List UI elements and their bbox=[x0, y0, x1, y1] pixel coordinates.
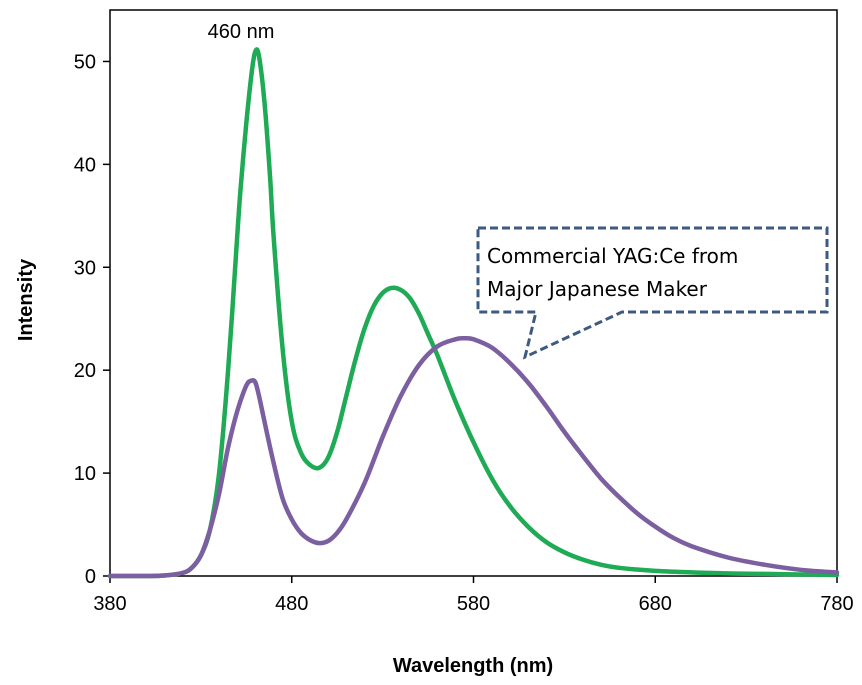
x-tick-label: 480 bbox=[275, 593, 308, 615]
x-tick-label: 680 bbox=[639, 593, 672, 615]
callout-line-2: Major Japanese Maker bbox=[487, 277, 708, 301]
callout-line-1: Commercial YAG:Ce from bbox=[487, 244, 738, 268]
x-tick-labels: 380 480 580 680 780 bbox=[93, 593, 853, 615]
y-tick-label: 30 bbox=[74, 257, 96, 279]
x-axis-title: Wavelength (nm) bbox=[393, 655, 553, 677]
y-tick-label: 20 bbox=[74, 360, 96, 382]
x-tick-label: 380 bbox=[93, 593, 126, 615]
series-line-purple bbox=[107, 335, 840, 579]
y-tick-label: 0 bbox=[85, 566, 96, 588]
callout: Commercial YAG:Ce from Major Japanese Ma… bbox=[476, 226, 829, 360]
y-axis-title: Intensity bbox=[15, 258, 37, 341]
callout-box bbox=[476, 226, 829, 360]
peak-label: 460 nm bbox=[208, 21, 275, 43]
series-line-green bbox=[107, 47, 840, 579]
x-tick-label: 780 bbox=[820, 593, 853, 615]
y-tick-labels: 0 10 20 30 40 50 bbox=[74, 51, 96, 588]
x-tick-label: 580 bbox=[457, 593, 490, 615]
series-lines bbox=[107, 47, 840, 579]
y-tick-label: 40 bbox=[74, 154, 96, 176]
y-tick-label: 10 bbox=[74, 463, 96, 485]
y-tick-label: 50 bbox=[74, 51, 96, 73]
